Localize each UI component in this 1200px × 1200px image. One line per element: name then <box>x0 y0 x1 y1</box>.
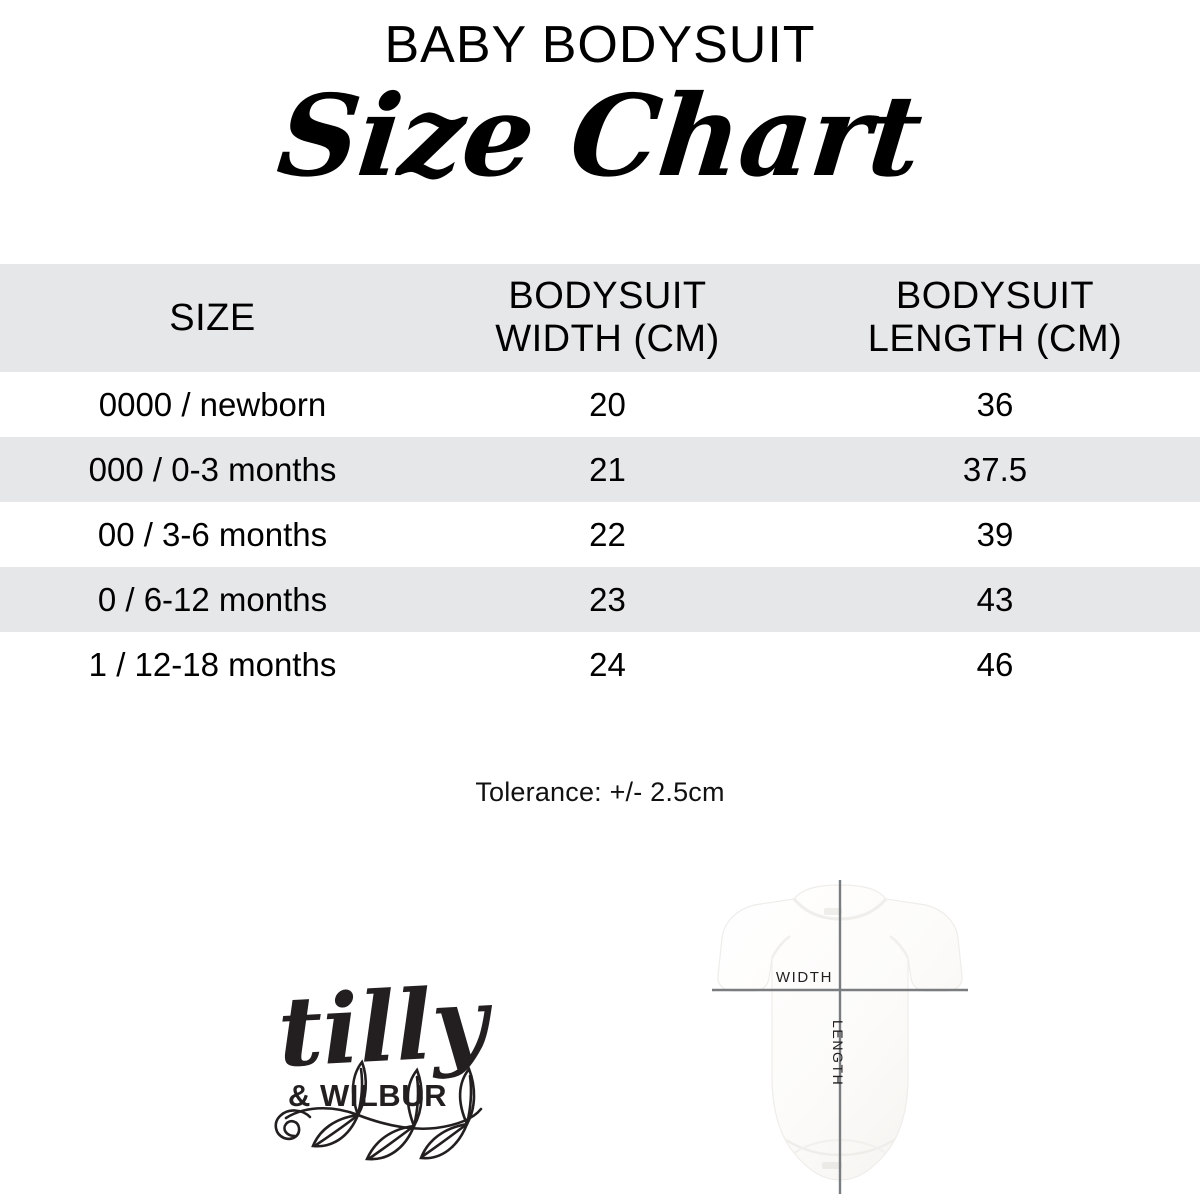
cell-size: 000 / 0-3 months <box>0 437 425 502</box>
cell-length: 46 <box>790 632 1200 697</box>
cell-length: 43 <box>790 567 1200 632</box>
cell-width: 20 <box>425 372 790 437</box>
column-header-length-line2: LENGTH (CM) <box>867 318 1123 360</box>
bodysuit-diagram: WIDTH LENGTH <box>690 872 990 1200</box>
table-header-row: SIZE BODYSUIT WIDTH (CM) BODYSUIT LENGTH… <box>0 264 1200 372</box>
table-header: SIZE BODYSUIT WIDTH (CM) BODYSUIT LENGTH… <box>0 264 1200 372</box>
column-header-width-line1: BODYSUIT <box>508 275 707 318</box>
column-header-size: SIZE <box>0 264 425 372</box>
table-row: 1 / 12-18 months 24 46 <box>0 632 1200 697</box>
cell-length: 36 <box>790 372 1200 437</box>
cell-width: 21 <box>425 437 790 502</box>
column-header-size-line1: SIZE <box>169 296 256 339</box>
column-header-width: BODYSUIT WIDTH (CM) <box>425 264 790 372</box>
page-title: BABY BODYSUIT <box>384 16 816 74</box>
size-chart-table: SIZE BODYSUIT WIDTH (CM) BODYSUIT LENGTH… <box>0 264 1200 697</box>
column-header-width-line2: WIDTH (CM) <box>495 318 720 360</box>
measurement-guides <box>712 880 968 1194</box>
page-subtitle-script: Size Chart <box>272 70 928 202</box>
table-row: 000 / 0-3 months 21 37.5 <box>0 437 1200 502</box>
cell-length: 39 <box>790 502 1200 567</box>
cell-width: 23 <box>425 567 790 632</box>
table-row: 0 / 6-12 months 23 43 <box>0 567 1200 632</box>
width-label: WIDTH <box>776 969 833 986</box>
branch-flourish-icon <box>274 1059 483 1161</box>
cell-width: 22 <box>425 502 790 567</box>
logo-script-text: tilly <box>275 965 496 1089</box>
table-row: 00 / 3-6 months 22 39 <box>0 502 1200 567</box>
header-block: BABY BODYSUIT Size Chart <box>0 0 1200 202</box>
cell-size: 0000 / newborn <box>0 372 425 437</box>
tolerance-note: Tolerance: +/- 2.5cm <box>475 777 725 807</box>
cell-size: 1 / 12-18 months <box>0 632 425 697</box>
column-header-length-line1: BODYSUIT <box>895 275 1095 318</box>
table-row: 0000 / newborn 20 36 <box>0 372 1200 437</box>
cell-size: 0 / 6-12 months <box>0 567 425 632</box>
cell-size: 00 / 3-6 months <box>0 502 425 567</box>
cell-length: 37.5 <box>790 437 1200 502</box>
length-label: LENGTH <box>830 1020 846 1086</box>
cell-width: 24 <box>425 632 790 697</box>
column-header-length: BODYSUIT LENGTH (CM) <box>790 264 1200 372</box>
brand-logo: tilly & WILBUR <box>262 948 562 1163</box>
table-body: 0000 / newborn 20 36 000 / 0-3 months 21… <box>0 372 1200 697</box>
